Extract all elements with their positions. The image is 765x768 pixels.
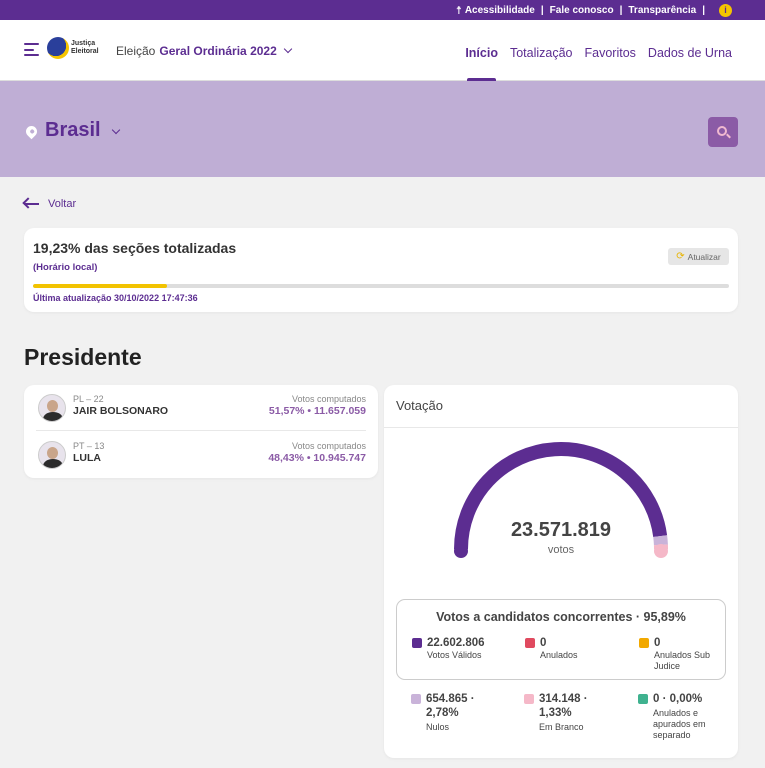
tab-favoritos[interactable]: Favoritos: [584, 46, 636, 60]
avatar: [38, 394, 66, 422]
avatar: [38, 441, 66, 469]
votes-gauge: [454, 442, 669, 558]
back-label: Voltar: [48, 198, 77, 210]
gauge-valid-arc: [454, 442, 668, 550]
accessibility-link[interactable]: ☨ Acessibilidade: [455, 4, 535, 17]
progress-subtitle: (Horário local): [33, 262, 98, 273]
stat-label: Anulados Sub Judice: [654, 650, 711, 671]
legend-swatch: [638, 694, 648, 704]
stat-value: 314.148 · 1,33%: [539, 693, 588, 719]
candidate-votes: 51,57% • 11.657.059: [268, 405, 366, 417]
logo-text: Justiça Eleitoral: [71, 40, 99, 55]
arrow-left-icon: [24, 203, 39, 205]
top-utility-bar: ☨ Acessibilidade | Fale conosco | Transpa…: [0, 0, 765, 20]
stat-value: 0: [654, 637, 661, 649]
election-name: Geral Ordinária 2022: [159, 44, 277, 58]
chevron-down-icon: [111, 125, 120, 134]
candidate-name: LULA: [73, 452, 101, 464]
hamburger-menu-icon[interactable]: [24, 43, 39, 56]
transparency-link[interactable]: Transparência: [628, 4, 697, 16]
candidate-row[interactable]: PT – 13 LULA Votos computados 48,43% • 1…: [36, 432, 366, 478]
tab-inicio[interactable]: Início: [465, 46, 498, 82]
tab-totalizacao[interactable]: Totalização: [509, 46, 573, 60]
election-selector[interactable]: Eleição Geral Ordinária 2022: [116, 44, 293, 58]
progress-title: 19,23% das seções totalizadas: [33, 240, 237, 256]
candidate-party: PT – 13: [73, 441, 105, 451]
votes-label: Votos computados: [291, 441, 366, 451]
gauge-start-cap: [454, 544, 468, 558]
voting-card-title: Votação: [384, 385, 738, 428]
stat-label: Em Branco: [539, 722, 584, 732]
stat-label: Nulos: [426, 722, 450, 732]
location-pin-icon: [23, 123, 40, 140]
tab-dados-de-urna[interactable]: Dados de Urna: [647, 46, 732, 60]
candidate-votes: 48,43% • 10.945.747: [268, 452, 366, 464]
stat-value: 0 · 0,00%: [653, 693, 703, 705]
region-banner: Brasil: [0, 81, 765, 177]
separator: |: [540, 4, 544, 16]
candidate-name: JAIR BOLSONARO: [73, 405, 169, 417]
page-title: Presidente: [24, 344, 142, 370]
info-icon[interactable]: i: [719, 3, 732, 17]
separator: |: [702, 4, 705, 16]
legend-swatch: [411, 694, 421, 704]
legend-swatch: [639, 638, 649, 648]
candidate-row[interactable]: PL – 22 JAIR BOLSONARO Votos computados …: [36, 385, 366, 431]
voting-card: Votação 23.571.819 votos Votos a candida…: [384, 385, 738, 758]
region-selector[interactable]: Brasil: [45, 119, 120, 142]
accessibility-icon: ☨: [455, 4, 462, 17]
valid-votes-box: Votos a candidatos concorrentes · 95,89%…: [396, 599, 726, 680]
legend-swatch: [525, 638, 535, 648]
election-prefix: Eleição: [116, 44, 156, 58]
refresh-button[interactable]: ⟳ Atualizar: [668, 248, 729, 265]
stat-value: 654.865 · 2,78%: [426, 693, 475, 719]
separator: |: [619, 4, 623, 16]
valid-votes-title: Votos a candidatos concorrentes · 95,89%: [436, 610, 686, 624]
main-nav: Início Totalização Favoritos Dados de Ur…: [465, 46, 732, 82]
region-name: Brasil: [45, 119, 101, 141]
stat-label: Anulados e apurados em separado: [653, 708, 706, 740]
legend-swatch: [412, 638, 422, 648]
total-votes-label: votos: [547, 544, 575, 556]
logo-mark-icon: [47, 37, 69, 59]
refresh-label: Atualizar: [687, 251, 721, 262]
progress-bar-fill: [33, 284, 167, 288]
stat-label: Anulados: [540, 650, 578, 660]
progress-bar: [33, 284, 729, 288]
candidate-party: PL – 22: [73, 394, 104, 404]
chevron-down-icon: [283, 44, 293, 54]
contact-link[interactable]: Fale conosco: [549, 4, 614, 16]
justica-eleitoral-logo[interactable]: Justiça Eleitoral: [47, 37, 101, 59]
legend-swatch: [524, 694, 534, 704]
search-icon: [717, 126, 727, 136]
stat-value: 0: [540, 637, 547, 649]
search-button[interactable]: [708, 117, 738, 147]
last-update: Última atualização 30/10/2022 17:47:36: [33, 293, 198, 303]
stat-value: 22.602.806: [427, 637, 485, 649]
gauge-end-cap: [654, 544, 668, 558]
total-votes: 23.571.819: [510, 519, 612, 541]
main-header: Justiça Eleitoral Eleição Geral Ordinári…: [0, 20, 765, 82]
refresh-icon: ⟳: [676, 251, 685, 262]
candidates-card: PL – 22 JAIR BOLSONARO Votos computados …: [24, 385, 378, 478]
totalization-progress-card: 19,23% das seções totalizadas (Horário l…: [24, 228, 738, 312]
votes-label: Votos computados: [291, 394, 366, 404]
back-link[interactable]: Voltar: [24, 198, 76, 210]
stat-label: Votos Válidos: [427, 650, 482, 660]
